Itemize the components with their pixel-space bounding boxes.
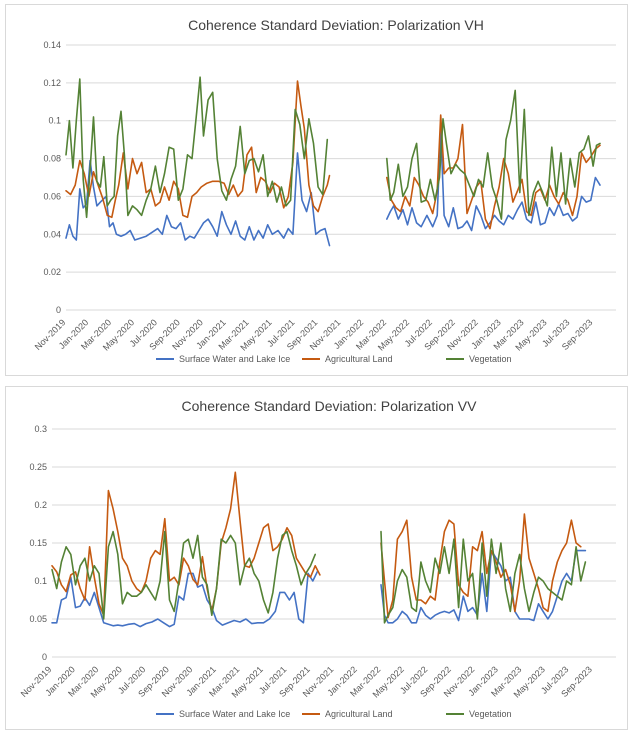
y-tick-label: 0 [42,652,47,662]
series-line-agri [51,471,321,616]
series-line-veg [65,76,329,219]
chart-title: Coherence Standard Deviation: Polarizati… [188,17,484,33]
y-tick-label: 0.25 [29,462,47,472]
series-line-agri [380,513,582,619]
series-line-veg [51,530,316,620]
series-line-veg [386,89,601,220]
y-tick-label: 0.02 [43,267,61,277]
y-tick-label: 0.2 [34,500,47,510]
legend-label-veg: Vegetation [469,709,512,719]
y-tick-label: 0.14 [43,40,61,50]
legend-label-agri: Agricultural Land [325,354,393,364]
y-tick-label: 0.05 [29,614,47,624]
y-tick-label: 0.04 [43,229,61,239]
series-line-water [51,570,319,628]
chart-vh-panel: Coherence Standard Deviation: Polarizati… [5,4,628,376]
chart-vh: Coherence Standard Deviation: Polarizati… [33,17,616,364]
chart-title: Coherence Standard Deviation: Polarizati… [182,398,478,414]
series-line-water [380,549,587,624]
legend-label-veg: Vegetation [469,354,512,364]
y-tick-label: 0.06 [43,191,61,201]
y-tick-label: 0.1 [34,576,47,586]
legend-label-water: Surface Water and Lake Ice [179,709,290,719]
chart-vv: Coherence Standard Deviation: Polarizati… [19,398,616,719]
legend-label-water: Surface Water and Lake Ice [179,354,290,364]
y-tick-label: 0.1 [48,116,61,126]
y-tick-label: 0.08 [43,154,61,164]
legend-label-agri: Agricultural Land [325,709,393,719]
series-line-agri [65,80,331,219]
y-tick-label: 0.3 [34,424,47,434]
y-tick-label: 0.12 [43,78,61,88]
y-tick-label: 0 [56,305,61,315]
chart-vv-panel: Coherence Standard Deviation: Polarizati… [5,386,628,730]
series-line-water [65,152,331,247]
y-tick-label: 0.15 [29,538,47,548]
series-line-veg [380,530,587,624]
